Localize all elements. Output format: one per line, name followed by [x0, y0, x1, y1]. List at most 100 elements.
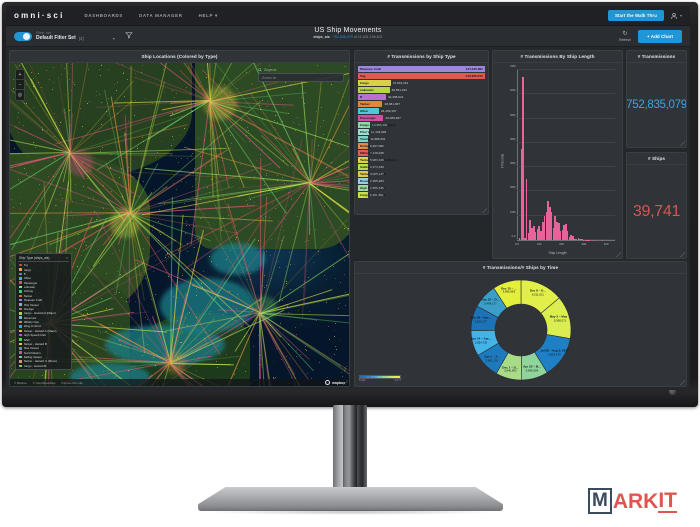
histogram-body[interactable]: # Records 0.0 10M 20M 30M 40M 50M 60M 70M 0.0 100… — [493, 63, 622, 258]
panel-resize-handle[interactable] — [343, 380, 348, 385]
map-legend-item[interactable]: Anti-Pollution — [18, 351, 69, 355]
nav-item-dashboards[interactable]: DASHBOARDS — [84, 13, 123, 18]
histogram-bar[interactable] — [525, 178, 528, 240]
bar-chart-row[interactable]: Dredger 8,267,082 — [358, 142, 485, 150]
histogram-bar[interactable] — [565, 224, 567, 240]
histogram-bar[interactable] — [579, 238, 581, 240]
histogram-bar[interactable] — [561, 229, 564, 240]
histogram-bar[interactable] — [529, 219, 532, 240]
bar-chart-row[interactable]: Passenger 29,385,387 — [358, 114, 485, 122]
histogram-bar[interactable] — [568, 236, 571, 240]
map-panel-body[interactable]: + − ◎ Zoom to Zoom to — [10, 63, 349, 386]
donut-chart-svg[interactable] — [465, 274, 577, 386]
map-legend-item[interactable]: B — [18, 272, 69, 276]
histogram-bar[interactable] — [547, 201, 549, 240]
histogram-bar[interactable] — [520, 149, 523, 240]
panel-resize-handle[interactable] — [680, 141, 685, 146]
histogram-bar[interactable] — [570, 235, 573, 240]
histogram-bar[interactable] — [522, 76, 524, 240]
map-legend-item[interactable]: Dredger — [18, 307, 69, 311]
map-legend-item[interactable]: Dive Vessel — [18, 346, 69, 350]
bar-chart-row[interactable]: Tanker 28,381,387 — [358, 100, 485, 108]
histogram-bar[interactable] — [524, 237, 526, 240]
map-legend-item[interactable]: High Speed Craft — [18, 333, 69, 337]
histogram-bar[interactable] — [536, 228, 539, 240]
map-legend-item[interactable]: Cargo — [18, 267, 69, 272]
bar-chart-row[interactable]: B 32,398,621 — [358, 93, 485, 101]
compass-icon[interactable]: ◎ — [17, 92, 23, 98]
bar-chart-row[interactable]: Reserved 2,955,263 — [358, 177, 485, 185]
donut-slice[interactable] — [492, 279, 521, 309]
histogram-bar[interactable] — [575, 239, 578, 240]
kpi-panel-ships[interactable]: # Ships 39,741 — [626, 152, 687, 259]
bar-chart-row[interactable]: Pleasure Craft 147,235,897 — [358, 66, 485, 73]
zoom-to-input[interactable]: Zoom to — [258, 73, 344, 82]
map-zoom-controls[interactable]: + − ◎ — [15, 69, 25, 101]
panel-resize-handle[interactable] — [680, 252, 685, 257]
histogram-bar[interactable] — [545, 211, 548, 240]
map-legend-item[interactable]: Cargo - Hazard A (Major) — [18, 311, 69, 315]
histogram-bar[interactable] — [559, 230, 562, 240]
map-legend-item[interactable]: Cargo - Hazard B — [18, 364, 69, 368]
map-legend-item[interactable]: Passenger — [18, 281, 69, 285]
mapbox-logo[interactable]: mapbox — [325, 380, 345, 385]
bar-chart-row[interactable]: Pilot Vessel 12,403,028 — [358, 128, 485, 136]
zoom-out-icon[interactable]: − — [16, 80, 24, 90]
bar-chart-body[interactable]: Pleasure Craft 147,235,897 Tug 146,965,610 C… — [355, 63, 488, 214]
zoom-in-icon[interactable]: + — [16, 70, 24, 80]
histogram-bar[interactable] — [550, 211, 553, 240]
histogram-bar[interactable] — [543, 216, 546, 240]
histogram-bar[interactable] — [538, 226, 540, 240]
chart-panel-transmissions-per-ships-by-time[interactable]: # Transmissions/# Ships by Time Dec 8 – … — [354, 261, 687, 387]
close-icon[interactable]: × — [66, 256, 68, 260]
histogram-bar[interactable] — [534, 232, 537, 240]
histogram-bar[interactable] — [533, 226, 535, 240]
panel-resize-handle[interactable] — [680, 380, 685, 385]
histogram-bar[interactable] — [557, 223, 560, 240]
bar-chart-row[interactable]: Cargo 37,943,331 — [358, 79, 485, 87]
map-legend-item[interactable]: Fishing — [18, 289, 69, 293]
histogram-bar[interactable] — [518, 237, 521, 240]
histogram-bar[interactable] — [540, 230, 542, 240]
map-legend-item[interactable]: Reserved — [18, 316, 69, 320]
histogram-bar[interactable] — [541, 221, 544, 240]
donut-chart-body[interactable]: Dec 8 – D... 6,011,011 May 3 – May ... 5,99… — [355, 274, 686, 386]
filter-set-toggle[interactable] — [14, 31, 32, 41]
chart-panel-transmissions-by-ship-length[interactable]: # Transmissions By Ship Length # Records… — [492, 50, 623, 259]
map-legend-item[interactable]: Tanker - Hazard A (Major) — [18, 329, 69, 333]
user-menu[interactable]: ▾ — [670, 12, 682, 20]
histogram-bar[interactable] — [577, 237, 580, 240]
bar-chart-row[interactable]: Tanker - Hazard A (Major) 5,983,346 — [358, 156, 485, 164]
bar-chart-row[interactable]: Towing 11,886,691 — [358, 135, 485, 143]
chart-panel-transmissions-by-ship-type[interactable]: # Transmissions by Ship Type Pleasure Cr… — [354, 50, 489, 215]
bar-chart-row[interactable]: Military Ops 7,448,045 — [358, 149, 485, 157]
bar-chart-row[interactable]: High Speed Craft 2,656,345 — [358, 184, 485, 192]
attribution-mapbox[interactable]: © Mapbox — [14, 380, 27, 385]
histogram-bar[interactable] — [581, 239, 583, 240]
histogram-bar[interactable] — [552, 227, 555, 240]
add-chart-button[interactable]: + Add Chart — [638, 29, 682, 43]
bar-chart-row[interactable]: unknown 36,551,610 — [358, 86, 485, 94]
bar-chart-row[interactable]: Cargo - Hazard B 2,261,801 — [358, 191, 485, 199]
histogram-bar[interactable] — [574, 238, 576, 240]
attribution-osm[interactable]: © OpenStreetMap — [32, 380, 56, 385]
map-legend-item[interactable]: Pleasure Craft — [18, 298, 69, 302]
refresh-button[interactable]: ↻ Refresh — [619, 31, 631, 42]
bar-chart-row[interactable]: Tanker - Hazard B 3,065,137 — [358, 170, 485, 178]
attribution-improve[interactable]: Improve this map — [61, 380, 83, 385]
chart-panel-map[interactable]: Ship Locations (Colored by Type) — [9, 50, 350, 387]
histogram-bar[interactable] — [531, 227, 533, 240]
map-legend-item[interactable]: Tanker - Hazard B — [18, 342, 69, 346]
histogram-bar[interactable] — [549, 207, 551, 240]
map-legend-item[interactable]: unknown — [18, 285, 69, 289]
map-legend[interactable]: Ship Type (ships_ais) × Tug Cargo B Other Pa… — [15, 253, 72, 370]
map-legend-item[interactable]: Sailing Vessel — [18, 355, 69, 359]
map-legend-item[interactable]: Wing In Grnd — [18, 324, 69, 328]
start-walkthru-button[interactable]: Start the Walk Thru — [607, 10, 664, 21]
histogram-bar[interactable] — [563, 225, 565, 240]
panel-resize-handle[interactable] — [482, 208, 487, 213]
map-legend-item[interactable]: Tug — [18, 263, 69, 267]
kpi-panel-transmissions[interactable]: # Transmissions 752,835,079 — [626, 50, 687, 148]
nav-item-data-manager[interactable]: DATA MANAGER — [138, 13, 183, 18]
app-logo[interactable]: omni·sci — [14, 11, 65, 20]
